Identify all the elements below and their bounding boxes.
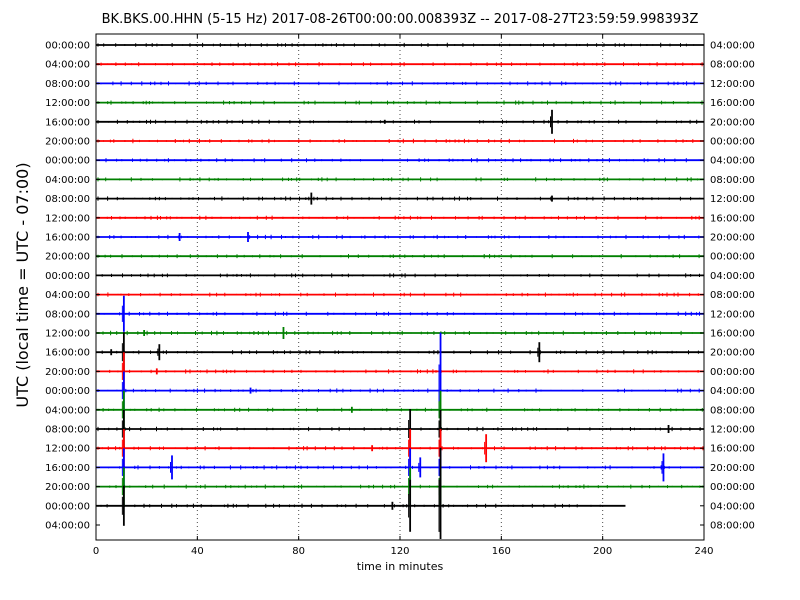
right-time-label-8: 12:00:00: [710, 194, 755, 205]
right-time-label-14: 12:00:00: [710, 309, 755, 320]
right-time-label-21: 16:00:00: [710, 444, 755, 455]
x-axis-label: time in minutes: [357, 560, 444, 573]
left-time-label-10: 16:00:00: [45, 233, 90, 244]
left-time-labels: 00:00:00 04:00:00 08:00:00 12:00:00 16:00:00…: [45, 41, 100, 532]
x-axis-ticks: 0 40 80 120 160 200 240: [93, 34, 714, 557]
x-tick-label-0: 0: [93, 546, 99, 557]
left-time-label-9: 12:00:00: [45, 213, 90, 224]
x-tick-label-4: 160: [492, 546, 511, 557]
left-time-label-12: 00:00:00: [45, 271, 90, 282]
right-time-label-2: 12:00:00: [710, 79, 755, 90]
left-time-label-5: 20:00:00: [45, 137, 90, 148]
right-time-label-19: 08:00:00: [710, 405, 755, 416]
left-time-label-21: 12:00:00: [45, 444, 90, 455]
right-time-label-12: 04:00:00: [710, 271, 755, 282]
left-time-label-11: 20:00:00: [45, 252, 90, 263]
right-time-label-0: 04:00:00: [710, 41, 755, 52]
right-time-label-5: 00:00:00: [710, 137, 755, 148]
y-axis-label: UTC (local time = UTC - 07:00): [13, 162, 32, 407]
vertical-gridlines: [196, 34, 604, 540]
right-time-label-25: 08:00:00: [710, 521, 755, 532]
left-time-label-15: 12:00:00: [45, 329, 90, 340]
left-time-label-4: 16:00:00: [45, 117, 90, 128]
right-time-label-9: 16:00:00: [710, 213, 755, 224]
x-tick-label-1: 40: [191, 546, 204, 557]
x-tick-label-6: 240: [694, 546, 713, 557]
x-tick-label-3: 120: [390, 546, 409, 557]
right-time-labels: 04:00:00 08:00:00 12:00:00 16:00:00 20:00:00…: [700, 41, 755, 532]
right-time-label-16: 20:00:00: [710, 348, 755, 359]
right-time-label-10: 20:00:00: [710, 233, 755, 244]
right-time-label-20: 12:00:00: [710, 425, 755, 436]
left-time-label-7: 04:00:00: [45, 175, 90, 186]
right-time-label-23: 00:00:00: [710, 482, 755, 493]
left-time-label-17: 20:00:00: [45, 367, 90, 378]
left-time-label-6: 00:00:00: [45, 156, 90, 167]
right-time-label-18: 04:00:00: [710, 386, 755, 397]
right-time-label-1: 08:00:00: [710, 60, 755, 71]
left-time-label-1: 04:00:00: [45, 60, 90, 71]
right-time-label-13: 08:00:00: [710, 290, 755, 301]
right-time-label-4: 20:00:00: [710, 117, 755, 128]
right-time-label-3: 16:00:00: [710, 98, 755, 109]
left-time-label-20: 08:00:00: [45, 425, 90, 436]
right-time-label-24: 04:00:00: [710, 501, 755, 512]
left-time-label-0: 00:00:00: [45, 41, 90, 52]
left-time-label-8: 08:00:00: [45, 194, 90, 205]
left-time-label-14: 08:00:00: [45, 309, 90, 320]
left-time-label-3: 12:00:00: [45, 98, 90, 109]
left-time-label-22: 16:00:00: [45, 463, 90, 474]
right-time-label-22: 20:00:00: [710, 463, 755, 474]
right-time-label-11: 00:00:00: [710, 252, 755, 263]
left-time-label-25: 04:00:00: [45, 521, 90, 532]
left-time-label-16: 16:00:00: [45, 348, 90, 359]
seismic-events: [110, 109, 670, 539]
right-time-label-7: 08:00:00: [710, 175, 755, 186]
left-time-label-18: 00:00:00: [45, 386, 90, 397]
left-time-label-24: 00:00:00: [45, 501, 90, 512]
left-time-label-13: 04:00:00: [45, 290, 90, 301]
left-time-label-2: 08:00:00: [45, 79, 90, 90]
right-time-label-6: 04:00:00: [710, 156, 755, 167]
right-time-label-15: 16:00:00: [710, 329, 755, 340]
left-time-label-23: 20:00:00: [45, 482, 90, 493]
right-time-label-17: 00:00:00: [710, 367, 755, 378]
x-tick-label-5: 200: [593, 546, 612, 557]
x-tick-label-2: 80: [292, 546, 305, 557]
left-time-label-19: 04:00:00: [45, 405, 90, 416]
chart-title: BK.BKS.00.HHN (5-15 Hz) 2017-08-26T00:00…: [102, 12, 699, 27]
